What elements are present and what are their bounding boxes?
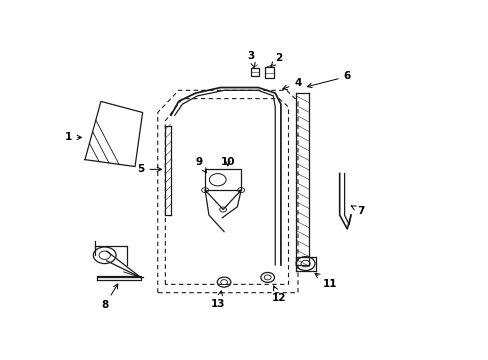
Text: 13: 13 (211, 291, 225, 309)
Text: 2: 2 (270, 53, 282, 67)
Text: 3: 3 (246, 51, 255, 67)
Text: 11: 11 (314, 273, 337, 289)
Bar (264, 67, 274, 78)
Text: 6: 6 (307, 72, 350, 87)
Bar (205, 169, 241, 190)
Text: 10: 10 (220, 157, 235, 167)
Text: 4: 4 (282, 78, 301, 90)
Text: 12: 12 (271, 286, 285, 303)
Text: 7: 7 (350, 206, 364, 216)
Polygon shape (85, 102, 142, 167)
Text: 5: 5 (137, 164, 161, 174)
Bar (250, 68, 259, 76)
Text: 1: 1 (65, 132, 81, 143)
Text: 9: 9 (196, 157, 206, 173)
Text: 8: 8 (101, 284, 118, 310)
